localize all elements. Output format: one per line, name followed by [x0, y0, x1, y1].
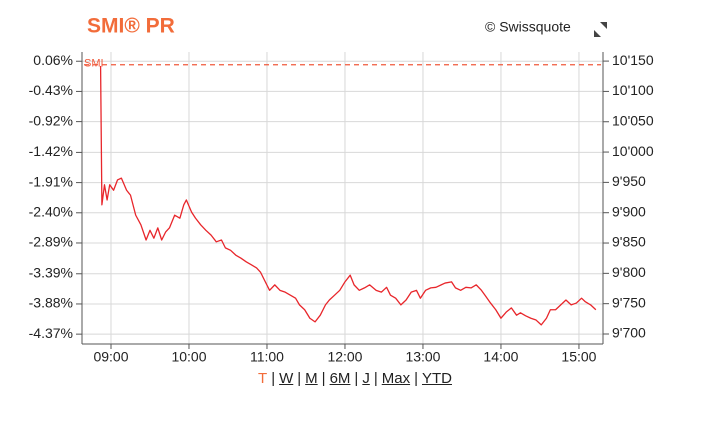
x-tick-label: 14:00: [483, 349, 518, 365]
y-tick-label: -3.88%: [29, 295, 73, 311]
y-tick-label: -2.89%: [29, 234, 73, 250]
y2-tick-label: 9'800: [612, 264, 646, 280]
expand-arrow[interactable]: [600, 22, 607, 29]
y2-tick-label: 9'750: [612, 294, 646, 310]
range-option[interactable]: W: [279, 370, 294, 387]
y-tick-label: -0.92%: [29, 112, 73, 128]
x-tick-label: 13:00: [405, 349, 440, 365]
x-tick-label: 15:00: [561, 349, 596, 365]
separator: |: [373, 370, 378, 387]
y-tick-label: -4.37%: [29, 325, 73, 341]
range-option[interactable]: Max: [381, 370, 411, 387]
y-tick-label: -0.43%: [29, 82, 73, 98]
y2-tick-label: 10'000: [612, 143, 654, 159]
y-tick-label: -1.42%: [29, 143, 73, 159]
range-option[interactable]: M: [305, 370, 318, 387]
range-option[interactable]: 6M: [329, 370, 351, 387]
x-tick-label: 09:00: [93, 349, 128, 365]
expand-icon[interactable]: [594, 22, 607, 37]
separator: |: [354, 370, 359, 387]
range-option[interactable]: J: [362, 370, 370, 387]
y-tick-label: -1.91%: [29, 173, 73, 189]
separator: |: [271, 370, 276, 387]
separator: |: [321, 370, 326, 387]
price-line: [99, 65, 597, 326]
range-option[interactable]: YTD: [421, 370, 452, 387]
source: © Swissquote: [485, 19, 571, 35]
x-tick-label: 10:00: [171, 349, 206, 365]
reference-label: SMI: [84, 58, 104, 70]
separator: |: [297, 370, 302, 387]
y2-tick-label: 9'700: [612, 325, 646, 341]
y2-tick-label: 10'050: [612, 112, 654, 128]
y2-tick-label: 10'150: [612, 52, 654, 68]
expand-arrow[interactable]: [594, 30, 601, 37]
range-option[interactable]: T: [258, 370, 268, 387]
chart-title: SMI® PR: [87, 15, 175, 38]
y2-tick-label: 10'100: [612, 82, 654, 98]
range-selector: T | W | M | 6M | J | Max | YTD: [0, 370, 702, 387]
y-tick-label: -3.39%: [29, 264, 73, 280]
x-tick-label: 12:00: [327, 349, 362, 365]
y2-tick-label: 9'850: [612, 234, 646, 250]
y2-tick-label: 9'950: [612, 173, 646, 189]
y2-tick-label: 9'900: [612, 203, 646, 219]
separator: |: [414, 370, 418, 387]
y-tick-label: 0.06%: [33, 52, 73, 68]
y-tick-label: -2.40%: [29, 203, 73, 219]
x-tick-label: 11:00: [250, 349, 284, 365]
